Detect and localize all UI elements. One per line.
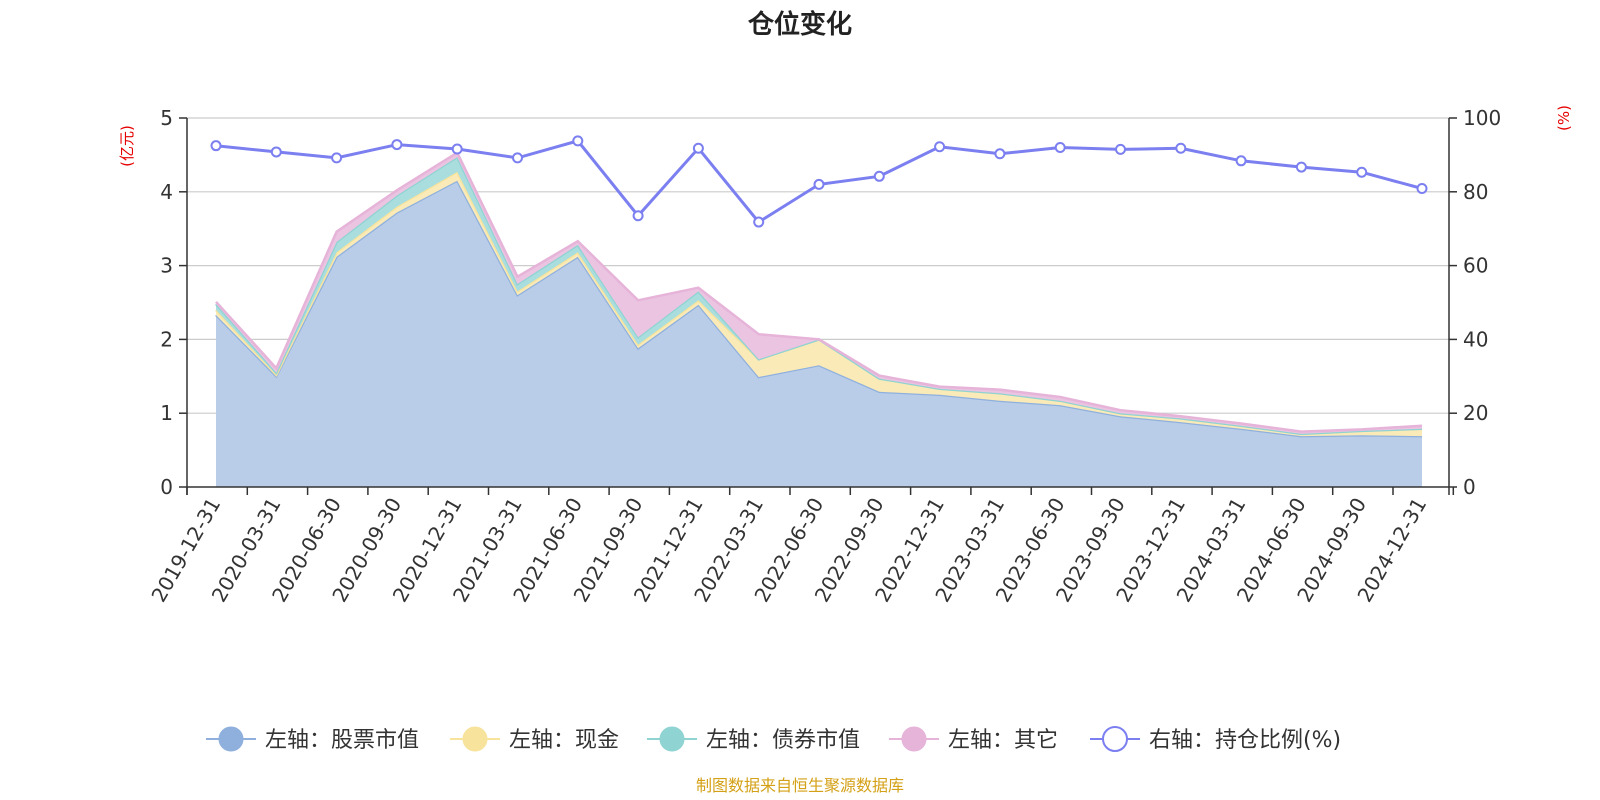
legend-item-5[interactable]: 右轴：持仓比例(%)	[1090, 726, 1341, 753]
position-ratio-point	[753, 216, 765, 228]
position-ratio-point	[1235, 155, 1247, 167]
legend-marker	[218, 726, 244, 752]
right-tick-label: 80	[1463, 180, 1488, 204]
legend-label: 左轴：债券市值	[706, 728, 860, 753]
position-ratio-point	[210, 140, 222, 152]
legend-label: 右轴：持仓比例(%)	[1149, 728, 1341, 753]
position-ratio-point	[451, 143, 463, 155]
right-tick-label: 40	[1463, 327, 1488, 351]
position-ratio-point	[1416, 182, 1428, 194]
area-1	[216, 180, 1422, 487]
position-ratio-point	[1356, 166, 1368, 178]
legend-label: 左轴：现金	[509, 728, 619, 753]
position-ratio-point	[572, 135, 584, 147]
legend-marker	[1102, 726, 1128, 752]
position-ratio-point	[813, 178, 825, 190]
position-ratio-point	[632, 210, 644, 222]
legend-item-1[interactable]: 左轴：股票市值	[206, 726, 419, 753]
left-tick-label: 3	[160, 254, 173, 278]
right-tick-label: 20	[1463, 401, 1488, 425]
position-ratio-point	[1115, 143, 1126, 155]
left-tick-label: 2	[160, 327, 173, 351]
position-ratio-point	[512, 152, 523, 164]
left-tick-label: 1	[160, 401, 173, 425]
legend-marker	[901, 726, 927, 752]
source-note: 制图数据来自恒生聚源数据库	[696, 776, 904, 795]
area-edge-4	[215, 150, 1423, 433]
chart-title: 仓位变化	[747, 9, 852, 40]
left-tick-label: 0	[160, 475, 173, 499]
legend-label: 左轴：其它	[948, 728, 1058, 753]
legend-marker	[462, 726, 488, 752]
stacked-areas	[215, 150, 1423, 487]
right-tick-label: 100	[1463, 106, 1501, 130]
right-axis-unit: (%)	[1555, 105, 1573, 131]
position-ratio-point	[1295, 161, 1307, 173]
legend-item-2[interactable]: 左轴：现金	[450, 726, 619, 753]
left-axis-unit: (亿元)	[118, 125, 136, 167]
left-tick-label: 5	[160, 106, 173, 130]
position-ratio-point	[692, 142, 704, 154]
position-ratio-point	[1175, 142, 1187, 154]
legend[interactable]: 左轴：股票市值 左轴：现金 左轴：债券市值 左轴：其它 右轴：持仓比例(%)	[206, 726, 1341, 753]
legend-item-4[interactable]: 左轴：其它	[889, 726, 1058, 753]
position-ratio-point	[1054, 142, 1066, 154]
position-ratio-point	[994, 148, 1006, 160]
legend-label: 左轴：股票市值	[265, 728, 419, 753]
right-tick-label: 60	[1463, 254, 1488, 278]
position-ratio-point	[873, 170, 885, 182]
left-tick-label: 4	[160, 180, 173, 204]
position-ratio-point	[391, 139, 403, 151]
legend-marker	[659, 726, 685, 752]
right-tick-label: 0	[1463, 475, 1476, 499]
position-ratio-point	[270, 146, 282, 158]
legend-item-3[interactable]: 左轴：债券市值	[647, 726, 860, 753]
position-ratio-point	[331, 152, 343, 164]
position-ratio-line-layer	[210, 135, 1428, 228]
position-ratio-point	[934, 141, 946, 153]
